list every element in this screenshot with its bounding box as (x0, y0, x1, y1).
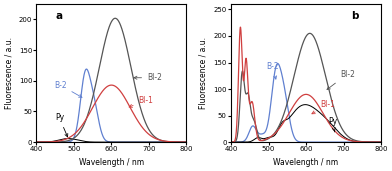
Text: BI-1: BI-1 (312, 101, 335, 114)
Text: B-2: B-2 (266, 62, 279, 79)
Text: Py: Py (55, 113, 68, 137)
Y-axis label: Fluorescence / a.u.: Fluorescence / a.u. (199, 37, 208, 109)
Text: b: b (351, 11, 359, 21)
Y-axis label: Fluorescence / a.u.: Fluorescence / a.u. (4, 37, 13, 109)
Text: BI-2: BI-2 (134, 73, 162, 82)
Text: Py: Py (328, 117, 337, 132)
Text: BI-2: BI-2 (327, 70, 355, 89)
X-axis label: Wavelength / nm: Wavelength / nm (79, 158, 144, 167)
Text: B-2: B-2 (54, 81, 82, 97)
Text: BI-1: BI-1 (129, 96, 153, 107)
X-axis label: Wavelength / nm: Wavelength / nm (274, 158, 339, 167)
Text: a: a (56, 11, 63, 21)
